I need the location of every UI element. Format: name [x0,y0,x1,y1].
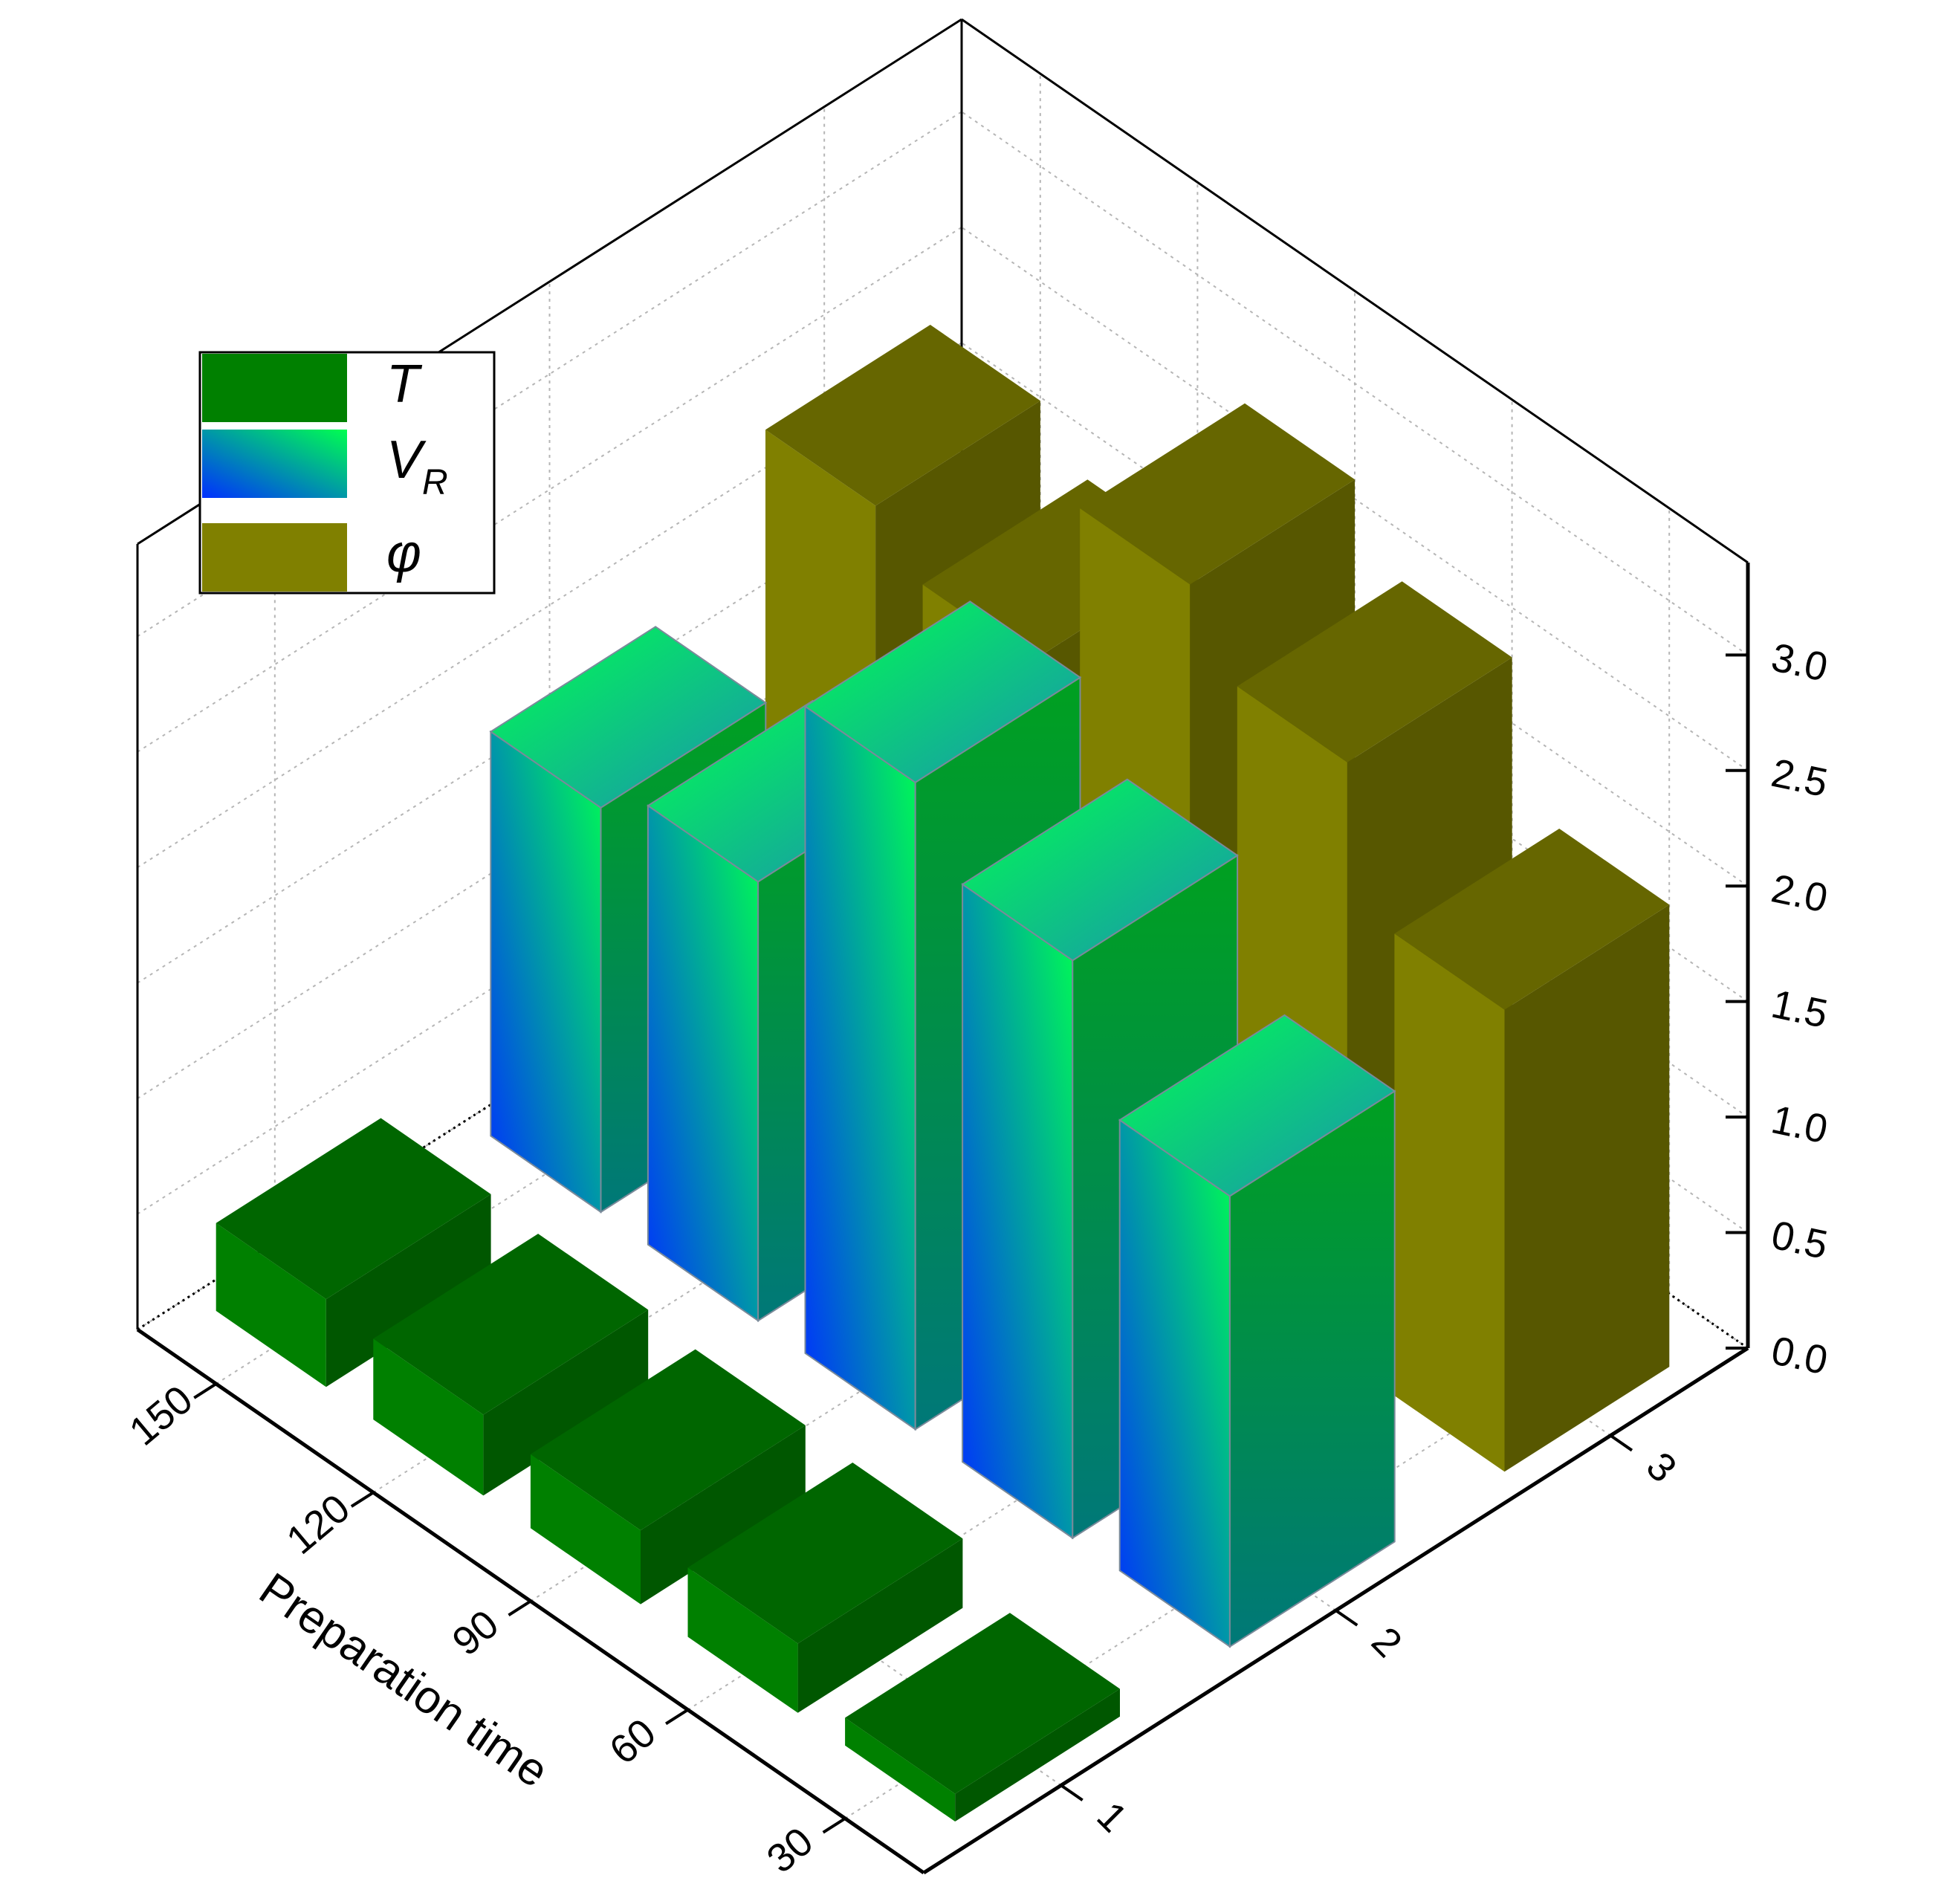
x-tick [665,1709,689,1726]
bar-face [373,1234,649,1415]
x-tick-label: 90 [444,1602,508,1665]
bar-face [326,1194,491,1387]
depth-tick-label: 1 [1088,1793,1136,1841]
z-tick-label: 3.0 [1768,635,1832,690]
x-tick-label: 120 [278,1486,358,1563]
bar-face [489,626,768,809]
x-axis-title: Preparation time [250,1564,557,1798]
bar-face [687,1567,798,1713]
bar-face [797,1538,963,1713]
bar-face [373,1338,484,1496]
depth-tick [1335,1609,1358,1627]
bar-face [530,1454,641,1605]
depth-tick-label: 2 [1363,1619,1410,1666]
legend-label: φ [386,524,421,583]
bar-face [490,730,602,1214]
bar-face [1394,933,1505,1472]
x-tick [822,1817,846,1834]
bar-face [845,1613,1120,1794]
z-tick-label: 0.0 [1768,1328,1832,1383]
x-tick-label: 60 [601,1710,664,1773]
bar-face [765,325,1040,506]
bar-face [955,1688,1120,1822]
bar-face [804,705,916,1431]
legend: T VR φ [198,351,496,595]
bar-face [1394,829,1670,1010]
depth-tick [1610,1434,1633,1452]
frame-line [961,18,1749,564]
legend-label: VR [386,430,448,502]
z-tick-label: 1.0 [1768,1097,1832,1152]
bar-face [1504,904,1670,1472]
legend-swatch [202,430,347,498]
bar-face [1237,581,1512,762]
bar-face [962,882,1074,1540]
bar-face [483,1309,649,1496]
bar-face [641,1425,806,1605]
bar-face [216,1118,491,1300]
z-tick-label: 2.5 [1768,751,1832,806]
x-tick [508,1599,532,1616]
x-tick [193,1382,217,1399]
z-tick-label: 2.0 [1768,866,1832,921]
z-tick-label: 1.5 [1768,982,1832,1037]
x-tick [350,1491,375,1508]
bar-face [647,804,760,1323]
bar-face [803,600,1082,783]
bar-face [687,1463,963,1644]
bar-face [1080,403,1356,585]
bar-face [216,1223,326,1387]
bar-face [530,1349,806,1531]
z-tick-label: 0.5 [1768,1213,1832,1268]
x-tick-label: 150 [121,1377,201,1454]
x-tick-label: 30 [759,1819,822,1882]
legend-swatch [202,523,347,592]
bar-face [1118,1014,1396,1197]
legend-swatch [202,354,347,422]
bar-face [1118,1118,1231,1648]
depth-tick [1060,1784,1084,1801]
bar-face [961,778,1239,962]
depth-tick-label: 3 [1638,1444,1685,1492]
bar-face [845,1717,956,1822]
legend-label: T [386,354,423,414]
